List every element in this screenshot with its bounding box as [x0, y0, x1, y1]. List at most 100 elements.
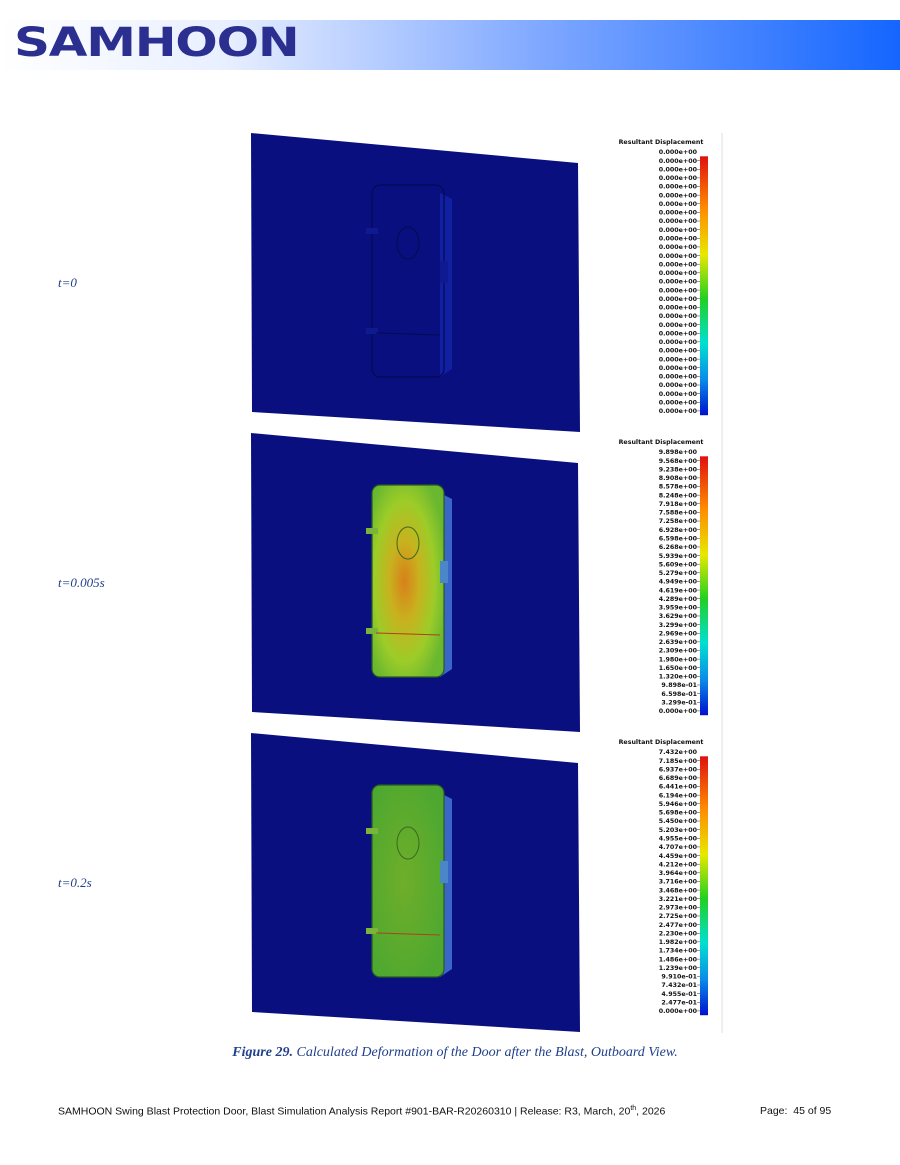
legend-value: 3.716e+00 — [659, 879, 698, 886]
door-side — [440, 193, 452, 377]
legend-value: 4.707e+00 — [659, 844, 698, 851]
legend-title: Resultant Displacement — [619, 439, 704, 446]
door-window — [396, 826, 420, 860]
legend-value: 5.203e+00 — [659, 827, 698, 834]
hinge — [366, 628, 378, 634]
legend-value: 5.450e+00 — [659, 818, 698, 825]
legend-value: 5.939e+00 — [659, 553, 698, 560]
legend-value: 4.955e+00 — [659, 836, 698, 843]
logo: SAMHOON — [14, 20, 300, 66]
legend-value: 0.000e+00 — [659, 330, 698, 337]
footer-text: SAMHOON Swing Blast Protection Door, Bla… — [58, 1105, 631, 1118]
legend-value: 9.898e-01 — [661, 682, 697, 689]
legend-value: 3.299e-01 — [661, 699, 697, 706]
legend-value: 8.908e+00 — [659, 475, 698, 482]
legend-value: 6.937e+00 — [659, 766, 698, 773]
legend-value: 6.928e+00 — [659, 527, 698, 534]
legend-value: 0.000e+00 — [659, 253, 698, 260]
legend-value: 6.268e+00 — [659, 544, 698, 551]
legend-value: 7.588e+00 — [659, 510, 698, 517]
legend-value: 7.432e+00 — [659, 749, 698, 756]
legend-value: 9.898e+00 — [659, 449, 698, 456]
legend-value: 4.955e-01 — [661, 991, 697, 998]
legend-value: 0.000e+00 — [659, 365, 698, 372]
legend-value: 6.689e+00 — [659, 775, 698, 782]
legend-value: 0.000e+00 — [659, 313, 698, 320]
legend-value: 5.698e+00 — [659, 810, 698, 817]
door-window — [396, 526, 420, 560]
legend-value: 2.230e+00 — [659, 930, 698, 937]
legend-value: 0.000e+00 — [659, 184, 698, 191]
hinge — [366, 928, 378, 934]
legend-value: 2.309e+00 — [659, 648, 698, 655]
legend-value: 0.000e+00 — [659, 322, 698, 329]
figure-caption: Figure 29. Calculated Deformation of the… — [0, 1045, 900, 1061]
legend-value: 7.918e+00 — [659, 501, 698, 508]
page-number: Page: 45 of 95 — [760, 1105, 832, 1117]
legend-value: 2.725e+00 — [659, 913, 698, 920]
handle — [440, 861, 448, 883]
legend-value: 0.000e+00 — [659, 348, 698, 355]
legend-value: 1.734e+00 — [659, 948, 698, 955]
legend-value: 0.000e+00 — [659, 201, 698, 208]
legend-value: 1.980e+00 — [659, 656, 698, 663]
legend-value: 0.000e+00 — [659, 192, 698, 199]
legend-value: 8.578e+00 — [659, 484, 698, 491]
legend-value: 0.000e+00 — [659, 227, 698, 234]
door-line — [375, 932, 441, 936]
legend-title: Resultant Displacement — [619, 739, 704, 746]
legend-value: 6.598e-01 — [661, 691, 697, 698]
legend-value: 0.000e+00 — [659, 166, 698, 173]
legend-value: 4.949e+00 — [659, 579, 698, 586]
hinge — [366, 328, 378, 334]
legend-value: 5.946e+00 — [659, 801, 698, 808]
legend-value: 0.000e+00 — [659, 261, 698, 268]
legend-value: 0.000e+00 — [659, 356, 698, 363]
caption-text: Calculated Deformation of the Door after… — [296, 1045, 678, 1060]
hinge — [366, 228, 378, 234]
legend-value: 0.000e+00 — [659, 408, 698, 415]
legend-value: 6.598e+00 — [659, 536, 698, 543]
legend-value: 0.000e+00 — [659, 391, 698, 398]
legend-value: 0.000e+00 — [659, 339, 698, 346]
legend-value: 3.629e+00 — [659, 613, 698, 620]
legend-value: 2.477e-01 — [661, 999, 697, 1006]
legend-value: 7.185e+00 — [659, 758, 698, 765]
hinge — [366, 828, 378, 834]
legend-value: 3.299e+00 — [659, 622, 698, 629]
legend-value: 9.568e+00 — [659, 458, 698, 465]
door-line — [375, 332, 441, 336]
legend-value: 1.982e+00 — [659, 939, 698, 946]
legend-value: 0.000e+00 — [659, 175, 698, 182]
colorbar — [700, 456, 708, 716]
legend-value: 0.000e+00 — [659, 287, 698, 294]
footer-report: SAMHOON Swing Blast Protection Door, Bla… — [58, 1105, 665, 1118]
colorbar — [700, 156, 708, 416]
legend-value: 0.000e+00 — [659, 270, 698, 277]
door — [371, 484, 445, 678]
legend-value: 1.650e+00 — [659, 665, 698, 672]
legend-value: 0.000e+00 — [659, 305, 698, 312]
legend-value: 0.000e+00 — [659, 374, 698, 381]
handle — [440, 261, 448, 283]
legend-value: 0.000e+00 — [659, 708, 698, 715]
hinge — [366, 528, 378, 534]
legend-value: 0.000e+00 — [659, 158, 698, 165]
legend-value: 0.000e+00 — [659, 296, 698, 303]
legend-value: 4.212e+00 — [659, 861, 698, 868]
legend-value: 1.486e+00 — [659, 956, 698, 963]
legend-value: 6.194e+00 — [659, 792, 698, 799]
handle — [440, 561, 448, 583]
legend-value: 6.441e+00 — [659, 784, 698, 791]
legend-value: 2.969e+00 — [659, 630, 698, 637]
legend-value: 9.238e+00 — [659, 466, 698, 473]
caption-number: Figure 29. — [232, 1045, 293, 1060]
plate — [251, 133, 580, 432]
header-bar — [0, 20, 900, 70]
legend-value: 3.959e+00 — [659, 605, 698, 612]
legend-value: 0.000e+00 — [659, 382, 698, 389]
legend-value: 3.964e+00 — [659, 870, 698, 877]
legend-value: 5.609e+00 — [659, 561, 698, 568]
